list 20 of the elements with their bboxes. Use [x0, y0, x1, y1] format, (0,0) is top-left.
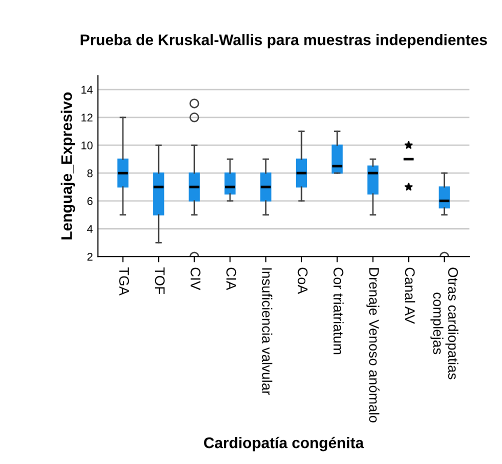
y-tick-label: 10 [82, 142, 93, 150]
x-tick-label: CIA [226, 268, 236, 290]
x-tick-label: Canal AV [404, 268, 416, 324]
x-tick-label: Drenaje Venoso anómalo [366, 268, 380, 422]
y-tick-label: 14 [82, 86, 93, 94]
chart-title: Prueba de Kruskal-Wallis para muestras independientes [80, 34, 487, 48]
y-tick-label: 4 [87, 225, 93, 233]
x-tick-label: CoA [298, 268, 308, 294]
x-tick-label: CIV [190, 268, 200, 290]
x-tick-label: TGA [119, 267, 129, 296]
y-tick-label: 6 [87, 197, 93, 206]
y-tick-label: 8 [87, 169, 93, 178]
x-tick-label: Cor triatriatum [333, 268, 344, 354]
x-tick-label: Otras cardiopatias complejas [430, 268, 458, 380]
y-tick-label: 2 [87, 252, 92, 261]
x-tick-label: TOF [154, 267, 165, 294]
x-tick-label: Insuficiencia valvular [262, 268, 272, 395]
y-tick-label: 12 [82, 114, 92, 122]
y-axis-title: Lenguaje_Expresivo [60, 92, 76, 240]
x-axis-title: Cardiopatía congénita [204, 436, 364, 452]
